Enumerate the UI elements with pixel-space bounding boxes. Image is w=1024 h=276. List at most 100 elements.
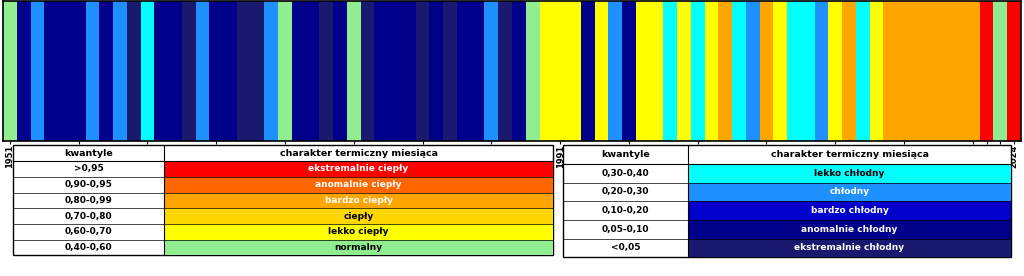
Bar (375, 1, 388, 141)
Bar (429, 1, 443, 141)
Bar (897, 1, 911, 141)
Bar (815, 1, 828, 141)
Text: 0,40-0,60: 0,40-0,60 (65, 243, 113, 252)
FancyBboxPatch shape (164, 208, 553, 224)
Text: lekko ciepły: lekko ciepły (329, 227, 389, 236)
Bar (608, 1, 622, 141)
Text: 0,60-0,70: 0,60-0,70 (65, 227, 113, 236)
Text: charakter termiczny miesiąca: charakter termiczny miesiąca (280, 149, 437, 158)
Bar (182, 1, 196, 141)
Bar (3, 1, 16, 141)
Text: bardzo ciepły: bardzo ciepły (325, 196, 392, 205)
Bar (828, 1, 842, 141)
Text: ciepły: ciepły (343, 212, 374, 221)
Bar (416, 1, 429, 141)
Bar (938, 1, 952, 141)
FancyBboxPatch shape (164, 193, 553, 208)
Bar (993, 1, 1008, 141)
Bar (567, 1, 581, 141)
Bar (732, 1, 745, 141)
FancyBboxPatch shape (164, 177, 553, 193)
Text: ekstremalnie chłodny: ekstremalnie chłodny (795, 243, 904, 253)
Bar (760, 1, 773, 141)
Bar (58, 1, 72, 141)
Bar (99, 1, 113, 141)
Bar (443, 1, 457, 141)
Bar (127, 1, 140, 141)
Text: >0,95: >0,95 (74, 164, 103, 173)
FancyBboxPatch shape (13, 145, 553, 255)
Bar (86, 1, 99, 141)
Bar (691, 1, 705, 141)
Bar (925, 1, 938, 141)
Bar (484, 1, 499, 141)
Bar (319, 1, 333, 141)
Bar (649, 1, 664, 141)
Text: anomalnie chłodny: anomalnie chłodny (802, 225, 898, 234)
Bar (718, 1, 732, 141)
Text: <0,05: <0,05 (611, 243, 640, 253)
FancyBboxPatch shape (688, 220, 1011, 239)
Bar (457, 1, 471, 141)
Text: bardzo chłodny: bardzo chłodny (811, 206, 889, 215)
Text: 0,80-0,99: 0,80-0,99 (65, 196, 113, 205)
Text: 0,10-0,20: 0,10-0,20 (602, 206, 649, 215)
Text: anomalnie ciepły: anomalnie ciepły (315, 180, 401, 189)
Bar (196, 1, 209, 141)
Bar (16, 1, 31, 141)
FancyBboxPatch shape (688, 239, 1011, 257)
Bar (471, 1, 484, 141)
Bar (869, 1, 884, 141)
Bar (31, 1, 44, 141)
Text: kwantyle: kwantyle (65, 149, 113, 158)
Bar (279, 1, 292, 141)
Bar (140, 1, 155, 141)
Bar (911, 1, 925, 141)
Bar (980, 1, 993, 141)
Bar (113, 1, 127, 141)
Bar (952, 1, 966, 141)
Bar (72, 1, 86, 141)
Bar (842, 1, 856, 141)
FancyBboxPatch shape (164, 161, 553, 177)
FancyBboxPatch shape (164, 240, 553, 255)
FancyBboxPatch shape (688, 164, 1011, 183)
Bar (664, 1, 677, 141)
Text: normalny: normalny (335, 243, 383, 252)
Text: charakter termiczny miesiąca: charakter termiczny miesiąca (770, 150, 929, 159)
Text: 0,30-0,40: 0,30-0,40 (602, 169, 649, 178)
Text: 0,05-0,10: 0,05-0,10 (602, 225, 649, 234)
Bar (622, 1, 636, 141)
Bar (1008, 1, 1021, 141)
Bar (251, 1, 264, 141)
Text: lekko chłodny: lekko chłodny (814, 169, 885, 178)
FancyBboxPatch shape (688, 201, 1011, 220)
Bar (595, 1, 608, 141)
Bar (525, 1, 540, 141)
Bar (773, 1, 787, 141)
Bar (856, 1, 869, 141)
Bar (292, 1, 306, 141)
Text: 0,90-0,95: 0,90-0,95 (65, 180, 113, 189)
Bar (540, 1, 553, 141)
Bar (966, 1, 980, 141)
Bar (264, 1, 279, 141)
Bar (745, 1, 760, 141)
Bar (512, 1, 525, 141)
Bar (705, 1, 718, 141)
Bar (499, 1, 512, 141)
FancyBboxPatch shape (688, 183, 1011, 201)
Bar (347, 1, 360, 141)
FancyBboxPatch shape (563, 145, 1011, 257)
Bar (787, 1, 801, 141)
Bar (553, 1, 567, 141)
Bar (306, 1, 319, 141)
Bar (333, 1, 347, 141)
Bar (155, 1, 168, 141)
Text: ekstremalnie ciepły: ekstremalnie ciepły (308, 164, 409, 173)
Bar (168, 1, 182, 141)
Bar (402, 1, 416, 141)
Bar (581, 1, 595, 141)
Bar (801, 1, 815, 141)
Text: 0,70-0,80: 0,70-0,80 (65, 212, 113, 221)
